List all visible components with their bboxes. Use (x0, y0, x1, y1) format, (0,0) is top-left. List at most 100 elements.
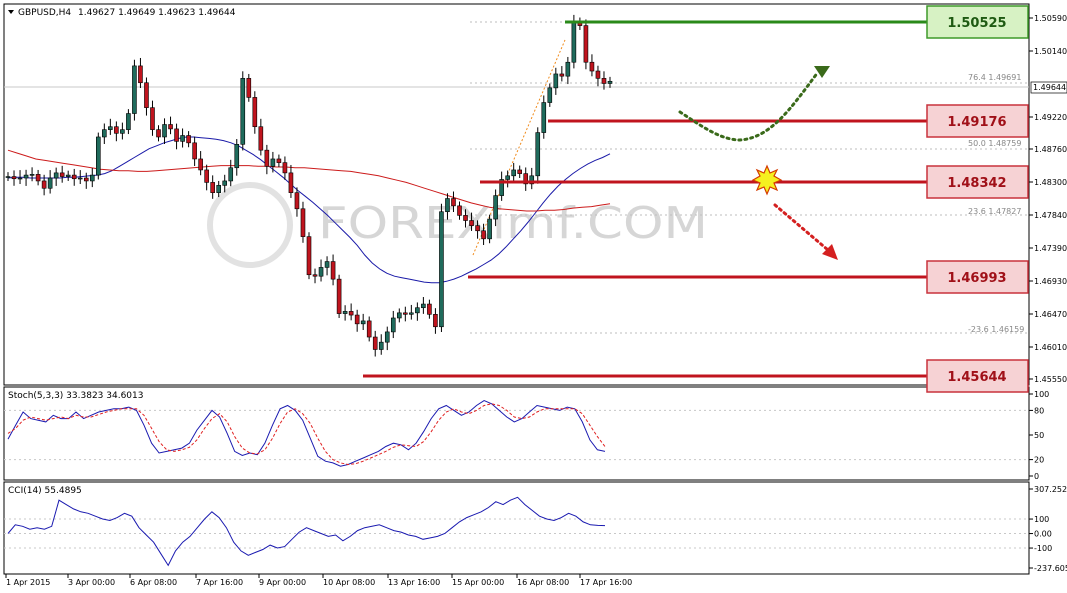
time-tick-label: 15 Apr 00:00 (452, 578, 504, 587)
fib-trendline (472, 39, 566, 256)
level-label: 1.50525 (947, 16, 1006, 31)
bull-candle (487, 218, 492, 240)
bull-candle (493, 195, 498, 220)
fib-label: 50.0 1.48759 (968, 139, 1021, 148)
cci-panel-frame (3, 481, 1030, 575)
bear-candle (330, 261, 336, 280)
price-axis: 1.50590 1.50140 1.49220 1.48760 1.48300 1.478… (1029, 14, 1067, 384)
moving-averages (7, 136, 611, 284)
bear-candle (264, 149, 270, 167)
level-lines: 1.50525 1.49176 1.48342 1.46993 1.45644 (363, 5, 1029, 393)
bull-candle (324, 261, 330, 268)
bull-candle (96, 136, 101, 176)
bull-candle (505, 175, 510, 180)
bear-candle (300, 208, 306, 237)
bull-candle (396, 312, 402, 319)
cci-tick-label: -237.6059 (1034, 564, 1067, 573)
bull-candle (180, 135, 185, 142)
bear-candle (168, 124, 173, 130)
ma-fast-line (7, 136, 611, 284)
bear-candle (288, 172, 294, 193)
bear-candle (469, 220, 474, 226)
price-tick-label: 1.45550 (1034, 375, 1067, 384)
bull-candle (553, 73, 559, 89)
watermark: FOREXimf.COM (318, 198, 708, 249)
level-box (926, 359, 1029, 393)
bear-candle (210, 182, 215, 193)
time-tick-label: 9 Apr 00:00 (259, 578, 306, 587)
current-price-label: 1.49644 (1033, 83, 1066, 92)
current-price-marker (1030, 81, 1067, 94)
bull-candle (529, 175, 535, 185)
symbol-dropdown-icon[interactable] (8, 10, 14, 14)
time-tick-label: 13 Apr 16:00 (388, 578, 440, 587)
stoch-panel: 100 80 50 20 0 (4, 390, 1049, 481)
bear-candle (372, 336, 378, 350)
cci-label: CCI(14) 55.4895 (8, 486, 82, 496)
bear-candle (583, 25, 589, 63)
price-tick-label: 1.49220 (1034, 113, 1067, 122)
bull-candle (541, 102, 547, 133)
bull-candle (126, 113, 131, 130)
bull-candle (565, 61, 571, 77)
fib-lines: 76.4 1.49691 50.0 1.48759 23.6 1.47827 -23.… (470, 21, 1027, 334)
cci-panel: 307.2528 100 0.00 -100 -237.6059 (4, 485, 1067, 573)
fib-label: 76.4 1.49691 (968, 73, 1021, 82)
stoch-tick-label: 0 (1034, 472, 1039, 481)
cci-tick-label: 0.00 (1034, 530, 1052, 539)
bull-candle (162, 124, 167, 138)
bull-candle (132, 65, 137, 114)
bear-candle (354, 314, 360, 325)
green-arrow-head (814, 66, 830, 78)
bear-candle (71, 174, 77, 180)
bear-candle (306, 236, 312, 276)
bear-candle (83, 177, 89, 182)
bull-candle (607, 80, 613, 84)
bull-candle (5, 176, 11, 178)
bear-candle (433, 314, 438, 328)
bull-candle (234, 144, 240, 169)
bull-candle (65, 174, 71, 177)
bear-candle (35, 174, 41, 182)
stoch-signal-line (7, 403, 606, 466)
bull-candle (511, 169, 516, 177)
bear-candle (451, 198, 456, 207)
bull-candle (240, 78, 246, 145)
bear-candle (589, 61, 595, 72)
bull-candle (77, 177, 83, 180)
bull-candle (29, 174, 35, 176)
bear-candle (559, 73, 565, 77)
bear-candle (403, 312, 408, 315)
cci-tick-label: -100 (1034, 544, 1052, 553)
bear-candle (252, 97, 258, 128)
bear-candle (336, 278, 342, 314)
symbol-label: GBPUSD,H4 (18, 8, 71, 18)
bull-candle (270, 158, 276, 167)
bull-candle (445, 198, 450, 213)
bear-candle (282, 162, 288, 174)
time-tick-label: 6 Apr 08:00 (130, 578, 177, 587)
bull-candle (222, 180, 228, 186)
stoch-label: Stoch(5,3,3) 33.3823 34.6013 (8, 391, 143, 401)
bull-candle (409, 312, 414, 315)
time-tick-label: 1 Apr 2015 (6, 578, 50, 587)
ohlc-values: 1.49627 1.49649 1.49623 1.49644 (78, 8, 236, 18)
bull-candle (439, 211, 444, 328)
red-arrow-head (822, 244, 838, 260)
price-tick-label: 1.47840 (1034, 211, 1067, 220)
bear-candle (457, 205, 462, 216)
bull-candle (415, 307, 420, 314)
bull-candle (17, 177, 23, 180)
candles (5, 14, 613, 357)
level-label: 1.49176 (947, 115, 1006, 130)
stoch-main-line (7, 400, 606, 467)
bull-candle (216, 185, 221, 193)
bear-candle (523, 173, 529, 185)
bear-candle (198, 158, 203, 171)
bull-candle (378, 341, 384, 350)
bear-candle (427, 303, 432, 315)
bear-candle (481, 230, 486, 240)
bear-candle (150, 107, 155, 130)
time-axis: 1 Apr 2015 3 Apr 00:00 6 Apr 08:00 7 Apr 16… (5, 574, 632, 587)
